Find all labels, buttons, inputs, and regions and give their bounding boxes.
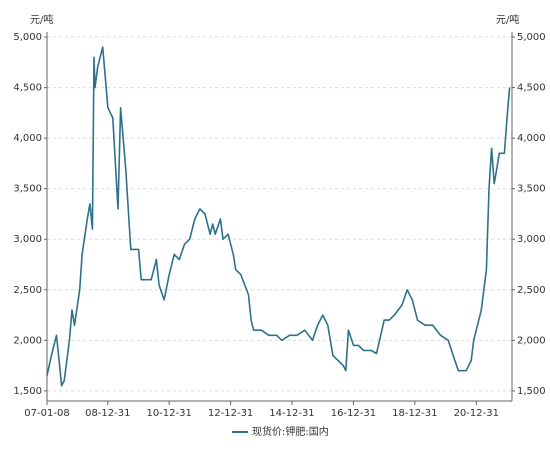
x-tick-label: 07-01-08 — [24, 408, 69, 419]
x-tick-label: 12-12-31 — [208, 408, 253, 419]
y-unit: 元/吨 — [30, 13, 53, 26]
y2-tick-label: 3,500 — [517, 184, 546, 195]
y-tick-label: 2,000 — [13, 335, 42, 346]
y2-tick-label: 1,500 — [517, 386, 546, 397]
y-tick-label: 4,000 — [13, 133, 42, 144]
x-tick-label: 20-12-31 — [454, 408, 499, 419]
y-tick-label: 5,000 — [13, 32, 42, 43]
y-tick-label: 3,000 — [13, 234, 42, 245]
y2-tick-label: 5,000 — [517, 32, 546, 43]
y-tick-label: 3,500 — [13, 184, 42, 195]
y2-tick-label: 2,500 — [517, 285, 546, 296]
x-tick-label: 10-12-31 — [146, 408, 191, 419]
y-tick-label: 1,500 — [13, 386, 42, 397]
x-tick-label: 08-12-31 — [85, 408, 130, 419]
y2-tick-label: 2,000 — [517, 335, 546, 346]
y-tick-label: 4,500 — [13, 83, 42, 94]
y2-unit: 元/吨 — [496, 13, 519, 26]
line-series — [46, 46, 511, 387]
y2-tick-label: 4,000 — [517, 133, 546, 144]
y2-tick-label: 3,000 — [517, 234, 546, 245]
x-tick-label: 16-12-31 — [331, 408, 376, 419]
y-tick-label: 2,500 — [13, 285, 42, 296]
x-tick-label: 18-12-31 — [392, 408, 437, 419]
x-tick-label: 14-12-31 — [269, 408, 314, 419]
y2-tick-label: 4,500 — [517, 83, 546, 94]
legend-label: 现货价:钾肥:国内 — [252, 425, 329, 438]
